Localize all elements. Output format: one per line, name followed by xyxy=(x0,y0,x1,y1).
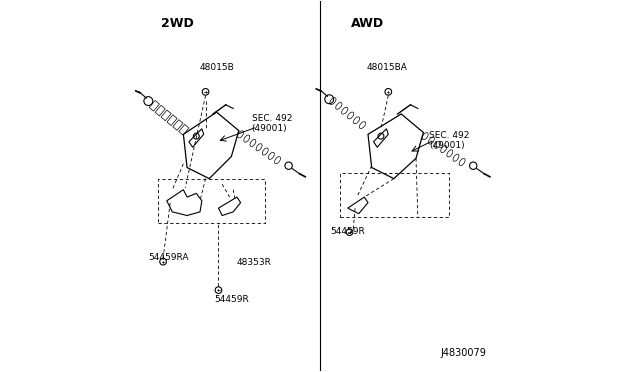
Text: 48353R: 48353R xyxy=(237,259,272,267)
Text: 2WD: 2WD xyxy=(161,17,194,30)
Bar xyxy=(167,115,177,125)
Text: 54459RA: 54459RA xyxy=(148,253,189,262)
Bar xyxy=(149,100,159,111)
Text: (49001): (49001) xyxy=(429,141,465,150)
Text: (49001): (49001) xyxy=(252,124,287,133)
Text: 48015B: 48015B xyxy=(200,63,235,72)
Bar xyxy=(161,110,172,121)
Text: AWD: AWD xyxy=(351,17,385,30)
Bar xyxy=(155,105,165,116)
Bar xyxy=(173,120,183,130)
Text: 48015BA: 48015BA xyxy=(366,63,407,72)
Text: 54459R: 54459R xyxy=(215,295,250,304)
Text: SEC. 492: SEC. 492 xyxy=(252,114,292,124)
Text: J4830079: J4830079 xyxy=(440,348,486,358)
Bar xyxy=(179,125,189,135)
Text: 54459R: 54459R xyxy=(330,227,365,236)
Text: SEC. 492: SEC. 492 xyxy=(429,131,469,140)
